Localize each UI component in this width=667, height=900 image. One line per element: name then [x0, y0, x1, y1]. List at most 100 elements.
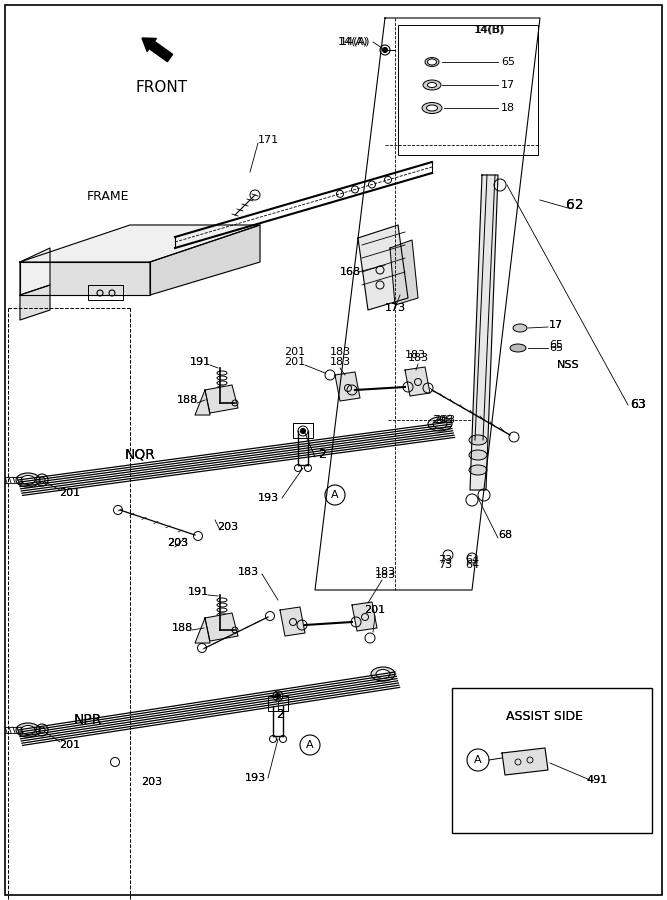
Ellipse shape: [16, 723, 40, 737]
Text: 201: 201: [364, 605, 386, 615]
Text: 14(B): 14(B): [474, 25, 504, 35]
Text: 14(A): 14(A): [340, 37, 370, 47]
Text: 191: 191: [189, 357, 211, 367]
Ellipse shape: [426, 105, 438, 111]
Text: 183: 183: [237, 567, 259, 577]
Ellipse shape: [428, 59, 436, 65]
Bar: [293, 423, 313, 438]
Text: 2: 2: [318, 448, 326, 462]
Ellipse shape: [16, 473, 40, 487]
Text: 491: 491: [586, 775, 608, 785]
Ellipse shape: [425, 58, 439, 67]
Circle shape: [301, 428, 305, 434]
Text: 73: 73: [438, 560, 452, 570]
Text: 203: 203: [167, 538, 189, 548]
Text: 203: 203: [141, 777, 163, 787]
Text: 201: 201: [59, 488, 81, 498]
Text: 183: 183: [404, 350, 426, 360]
Text: 168: 168: [340, 267, 361, 277]
Text: ASSIST SIDE: ASSIST SIDE: [506, 710, 584, 724]
Text: 65: 65: [501, 57, 515, 67]
Text: A: A: [474, 755, 482, 765]
Text: 168: 168: [340, 267, 361, 277]
Text: 188: 188: [176, 395, 197, 405]
Bar: [452, 688, 652, 833]
Text: 14(A): 14(A): [338, 37, 368, 47]
Polygon shape: [502, 748, 548, 775]
Text: NQR: NQR: [125, 448, 155, 462]
Text: 63: 63: [630, 399, 646, 411]
Polygon shape: [205, 385, 238, 413]
Text: 201: 201: [364, 605, 386, 615]
Text: 188: 188: [176, 395, 197, 405]
Text: 183: 183: [374, 567, 396, 577]
Ellipse shape: [433, 419, 447, 428]
Polygon shape: [390, 240, 418, 305]
Polygon shape: [20, 225, 260, 262]
Text: ASSIST SIDE: ASSIST SIDE: [506, 710, 584, 724]
Text: 183: 183: [374, 570, 396, 580]
Text: 201: 201: [59, 740, 81, 750]
Text: 193: 193: [257, 493, 279, 503]
Polygon shape: [470, 175, 498, 490]
Polygon shape: [405, 367, 430, 396]
Text: 191: 191: [187, 587, 209, 597]
Ellipse shape: [21, 725, 35, 734]
Text: 14(B): 14(B): [475, 25, 505, 35]
Text: FRONT: FRONT: [136, 79, 188, 94]
Text: 171: 171: [257, 135, 279, 145]
Ellipse shape: [428, 417, 452, 431]
Polygon shape: [20, 248, 50, 295]
Ellipse shape: [510, 344, 526, 352]
Text: 201: 201: [59, 740, 81, 750]
Ellipse shape: [428, 83, 436, 87]
Bar: [398, 25, 538, 155]
FancyArrow shape: [142, 38, 173, 62]
Text: 193: 193: [244, 773, 265, 783]
Text: 73: 73: [438, 555, 452, 565]
Text: 68: 68: [498, 530, 512, 540]
Text: 62: 62: [566, 198, 584, 212]
Text: 183: 183: [237, 567, 259, 577]
Ellipse shape: [371, 667, 395, 681]
Bar: [88, 285, 123, 300]
Circle shape: [275, 694, 281, 698]
Ellipse shape: [469, 435, 487, 445]
Text: 203: 203: [432, 415, 454, 425]
Text: 201: 201: [284, 357, 305, 367]
Ellipse shape: [422, 103, 442, 113]
Text: 203: 203: [167, 538, 189, 548]
Text: 183: 183: [329, 347, 351, 357]
Text: 18: 18: [501, 103, 515, 113]
Text: FRAME: FRAME: [87, 190, 129, 203]
Ellipse shape: [469, 450, 487, 460]
Bar: [268, 696, 288, 711]
Polygon shape: [352, 602, 377, 631]
Text: 63: 63: [630, 399, 646, 411]
Text: 62: 62: [566, 198, 584, 212]
Text: NSS: NSS: [557, 360, 580, 370]
Ellipse shape: [513, 324, 527, 332]
Polygon shape: [205, 613, 238, 641]
Text: 193: 193: [244, 773, 265, 783]
Text: NPR: NPR: [74, 713, 102, 727]
Text: 63: 63: [630, 399, 646, 411]
Text: 2: 2: [276, 708, 284, 722]
Text: NQR: NQR: [125, 448, 155, 462]
Text: 183: 183: [408, 353, 429, 363]
Text: 68: 68: [498, 530, 512, 540]
Text: NSS: NSS: [557, 360, 580, 370]
Text: 203: 203: [434, 415, 456, 425]
Text: 188: 188: [171, 623, 193, 633]
Text: A: A: [331, 490, 339, 500]
Ellipse shape: [469, 465, 487, 475]
Text: 203: 203: [217, 522, 239, 532]
Text: 183: 183: [329, 357, 351, 367]
Polygon shape: [20, 262, 150, 295]
Text: 65: 65: [549, 343, 563, 353]
Text: 17: 17: [549, 320, 563, 330]
Ellipse shape: [376, 670, 390, 679]
Polygon shape: [20, 285, 50, 320]
Text: 173: 173: [384, 303, 406, 313]
Text: 17: 17: [549, 320, 563, 330]
